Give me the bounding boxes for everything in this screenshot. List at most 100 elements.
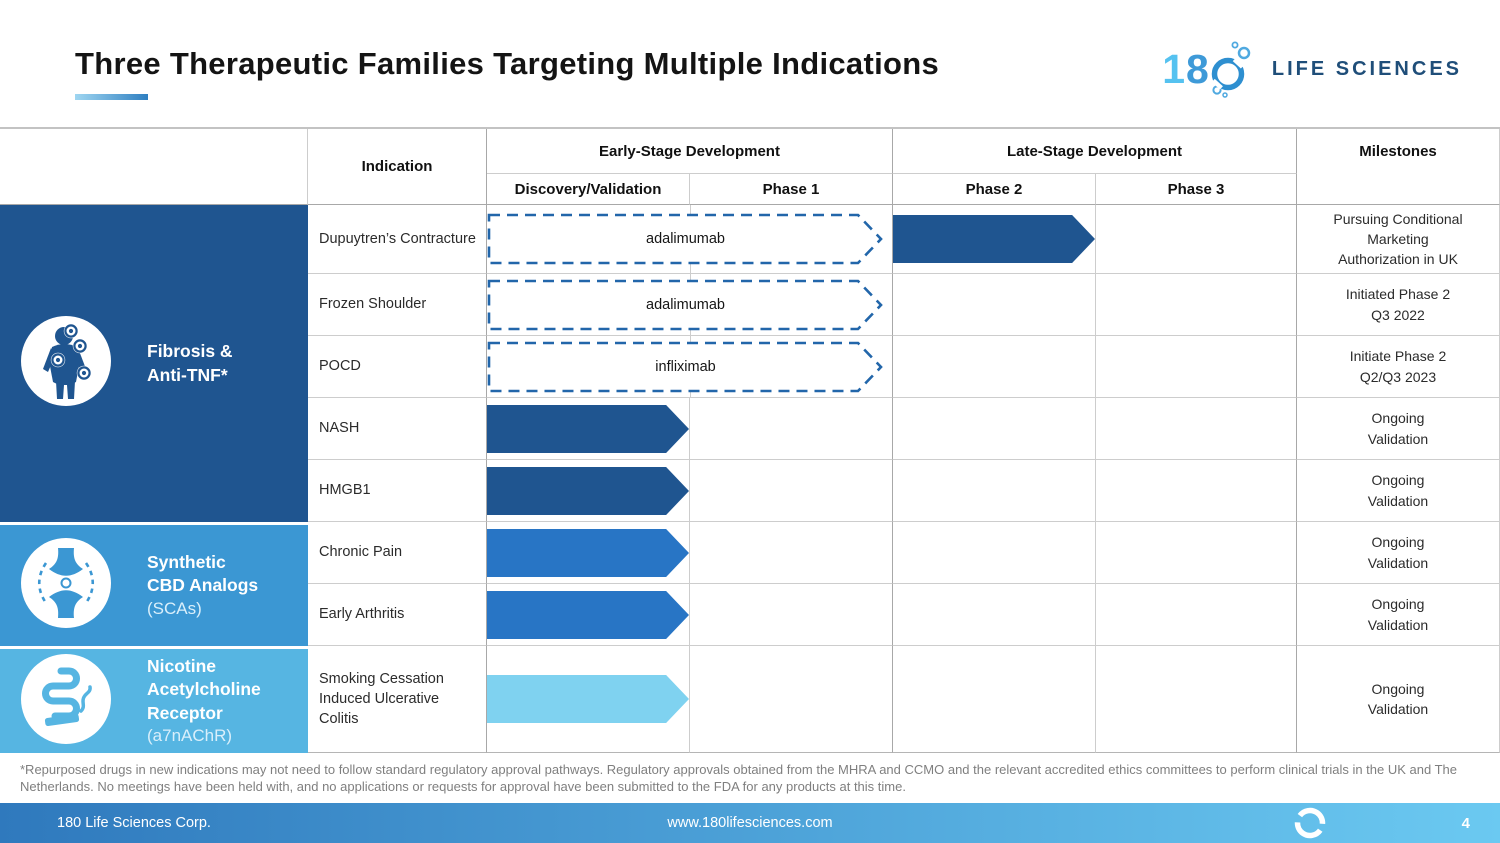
milestone-cell: Initiated Phase 2 Q3 2022 [1297,274,1500,336]
discovery-header: Discovery/Validation [487,174,690,205]
logo-zero-icon [1211,41,1251,98]
phase2-cell [893,522,1096,584]
family-text: Synthetic CBD Analogs (SCAs) [147,551,258,620]
phase3-cell [1096,205,1297,274]
phase2-cell [893,336,1096,398]
family-nicotine-receptor: Nicotine Acetylcholine Receptor (a7nAChR… [0,646,308,753]
indication-cell: POCD [308,336,487,398]
pipeline-arrow [487,466,689,515]
dashed-arrow [487,279,883,330]
pipeline-span-cell: infliximab [487,336,893,398]
intestine-cigarette-icon [21,653,111,744]
pipeline-arrow [487,404,689,453]
phase2-cell [893,646,1096,753]
phase3-cell [1096,336,1297,398]
company-logo: 18 LIFE SCIENCES [1162,40,1462,98]
late-stage-header: Late-Stage Development [893,129,1297,174]
family-synthetic-cbd: Synthetic CBD Analogs (SCAs) [0,522,308,646]
footer-bar: 180 Life Sciences Corp. www.180lifescien… [0,803,1500,843]
dashed-arrow [487,341,883,392]
indication-header: Indication [308,129,487,205]
family-name: Fibrosis & Anti-TNF* [147,340,233,385]
body-targets-icon [21,316,111,406]
phase3-cell [1096,522,1297,584]
pipeline-arrow [487,590,689,639]
milestone-cell: Ongoing Validation [1297,646,1500,753]
discovery-cell [487,522,690,584]
page-number: 4 [1461,814,1470,832]
pipeline-span-cell: adalimumab [487,205,893,274]
milestone-cell: Initiate Phase 2 Q2/Q3 2023 [1297,336,1500,398]
indication-cell: Frozen Shoulder [308,274,487,336]
logo-wordmark: LIFE SCIENCES [1271,57,1462,80]
discovery-cell [487,398,690,460]
milestones-header: Milestones [1297,129,1500,205]
family-text: Nicotine Acetylcholine Receptor (a7nAChR… [147,655,261,748]
milestone-cell: Pursuing Conditional Marketing Authoriza… [1297,205,1500,274]
logo-digit-1: 1 [1162,45,1187,92]
phase3-cell [1096,584,1297,646]
joint-icon [21,538,111,628]
pipeline-arrow [487,675,689,723]
phase3-cell [1096,274,1297,336]
milestone-cell: Ongoing Validation [1297,460,1500,522]
pipeline-table: Indication Early-Stage Development Late-… [0,127,1500,753]
pipeline-arrow [893,215,1095,263]
discovery-cell [487,646,690,753]
phase1-cell [690,584,893,646]
phase1-cell [690,522,893,584]
footer-company: 180 Life Sciences Corp. [57,815,211,831]
discovery-cell [487,584,690,646]
early-stage-header: Early-Stage Development [487,129,893,174]
phase1-cell [690,398,893,460]
phase1-cell [690,460,893,522]
dashed-arrow [487,213,883,265]
family-subname: (a7nAChR) [147,726,233,746]
phase3-header: Phase 3 [1096,174,1297,205]
phase3-cell [1096,398,1297,460]
indication-cell: Dupuytren’s Contracture [308,205,487,274]
pipeline-arrow [487,528,689,577]
drug-label: adalimumab [646,231,725,247]
pipeline-span-cell: adalimumab [487,274,893,336]
indication-cell: Smoking Cessation Induced Ulcerative Col… [308,646,487,753]
milestone-cell: Ongoing Validation [1297,522,1500,584]
indication-cell: Chronic Pain [308,522,487,584]
milestone-cell: Ongoing Validation [1297,398,1500,460]
phase3-cell [1096,460,1297,522]
indication-cell: Early Arthritis [308,584,487,646]
phase2-cell [893,274,1096,336]
indication-cell: HMGB1 [308,460,487,522]
phase2-cell [893,584,1096,646]
phase1-header: Phase 1 [690,174,893,205]
discovery-cell [487,460,690,522]
family-text: Fibrosis & Anti-TNF* [147,340,233,387]
footer-website: www.180lifesciences.com [667,815,833,831]
family-name: Synthetic CBD Analogs [147,551,259,596]
phase3-cell [1096,646,1297,753]
logo-digits: 18 [1162,45,1210,92]
drug-label: infliximab [655,358,716,375]
phase2-header: Phase 2 [893,174,1096,205]
phase2-cell [893,398,1096,460]
drug-label: adalimumab [646,296,725,313]
milestone-cell: Ongoing Validation [1297,584,1500,646]
target-markers [50,323,92,381]
title-underline [75,94,148,100]
page-title: Three Therapeutic Families Targeting Mul… [75,46,939,81]
phase2-cell [893,205,1096,274]
family-fibrosis-anti-tnf: Fibrosis & Anti-TNF* [0,205,308,522]
family-icon-wrap [21,538,111,633]
family-subname: (SCAs) [147,599,202,619]
footer-logo-icon [1294,807,1326,839]
family-icon-wrap [21,316,111,411]
indication-cell: NASH [308,398,487,460]
logo-digit-8: 8 [1186,45,1210,92]
phase2-cell [893,460,1096,522]
family-icon-wrap [21,653,111,749]
footnote: *Repurposed drugs in new indications may… [20,762,1458,794]
family-name: Nicotine Acetylcholine Receptor [147,655,261,723]
corner-cell [0,129,308,205]
phase1-cell [690,646,893,753]
